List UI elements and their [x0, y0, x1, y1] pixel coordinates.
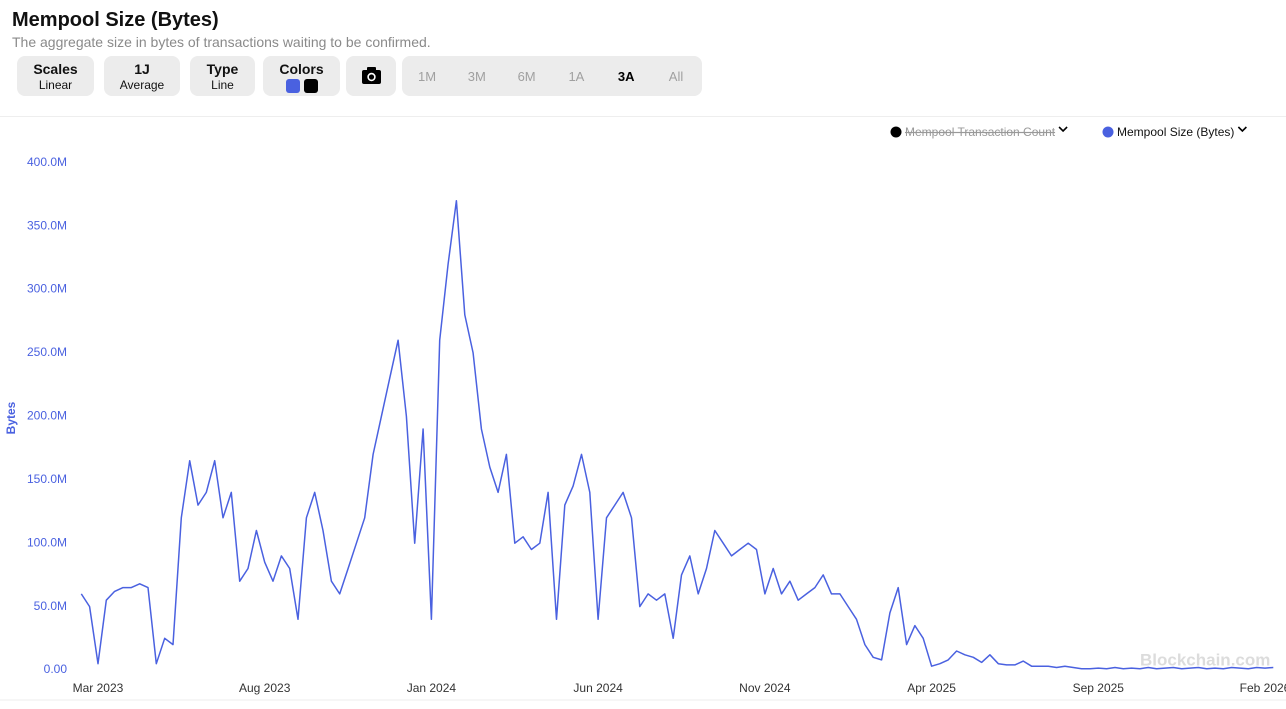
subtitle: The aggregate size in bytes of transacti…	[12, 34, 431, 50]
x-tick-label: Mar 2023	[73, 681, 124, 695]
color-swatch[interactable]	[285, 79, 300, 93]
x-tick-label: Jan 2024	[407, 681, 457, 695]
camera-icon	[362, 67, 381, 84]
y-tick-label: 350.0M	[27, 218, 67, 232]
x-tick-label: Sep 2025	[1073, 681, 1125, 695]
legend-marker[interactable]	[890, 126, 902, 138]
legend-label[interactable]: Mempool Transaction Count	[905, 125, 1056, 139]
color-swatch[interactable]	[303, 79, 318, 93]
y-tick-label: 300.0M	[27, 282, 67, 296]
button-label: Colors	[279, 61, 324, 77]
x-tick-label: Aug 2023	[239, 681, 291, 695]
scales-button[interactable]: Scales Linear	[17, 56, 94, 96]
snapshot-button[interactable]	[346, 56, 396, 96]
range-tab[interactable]: 6M	[517, 69, 536, 84]
x-tick-label: Apr 2025	[907, 681, 956, 695]
button-label: 1J	[134, 61, 150, 77]
y-tick-label: 200.0M	[27, 409, 67, 423]
legend-label[interactable]: Mempool Size (Bytes)	[1117, 125, 1234, 139]
average-button[interactable]: 1J Average	[104, 56, 180, 96]
button-value: Linear	[38, 78, 73, 92]
legend-marker[interactable]	[1102, 126, 1114, 138]
swatches	[284, 79, 320, 97]
range-tab[interactable]: 1M	[417, 69, 437, 84]
x-tick-label: Feb 2026	[1240, 681, 1286, 695]
type-button[interactable]: Type Line	[190, 56, 255, 96]
range-selector: 1M 3M 6M 1A 3A All	[402, 56, 702, 96]
button-value: Line	[211, 78, 234, 92]
y-axis-label: Bytes	[4, 401, 18, 434]
y-tick-label: 100.0M	[27, 535, 67, 549]
y-tick-label: 250.0M	[27, 345, 67, 359]
legend-dropdown[interactable]	[1058, 126, 1068, 133]
button-value: Average	[119, 78, 165, 92]
title: Mempool Size (Bytes)	[12, 9, 219, 31]
legend-dropdown[interactable]	[1237, 126, 1247, 133]
series-line	[80, 199, 1274, 670]
y-tick-label: 150.0M	[27, 472, 67, 486]
watermark: Blockchain.com	[1140, 650, 1270, 669]
range-tab[interactable]: 1A	[568, 69, 585, 84]
range-tab[interactable]: 3M	[467, 69, 486, 84]
range-tab[interactable]: 3A	[617, 69, 635, 84]
range-tab[interactable]: All	[668, 69, 684, 84]
y-tick-label: 400.0M	[27, 155, 67, 169]
button-label: Scales	[33, 61, 78, 77]
y-tick-label: 50.0M	[34, 599, 67, 613]
x-tick-label: Nov 2024	[739, 681, 791, 695]
colors-button[interactable]: Colors	[263, 56, 340, 96]
y-tick-label: 0.00	[44, 662, 68, 676]
separator	[0, 116, 1286, 117]
x-tick-label: Jun 2024	[573, 681, 623, 695]
button-label: Type	[206, 61, 239, 77]
